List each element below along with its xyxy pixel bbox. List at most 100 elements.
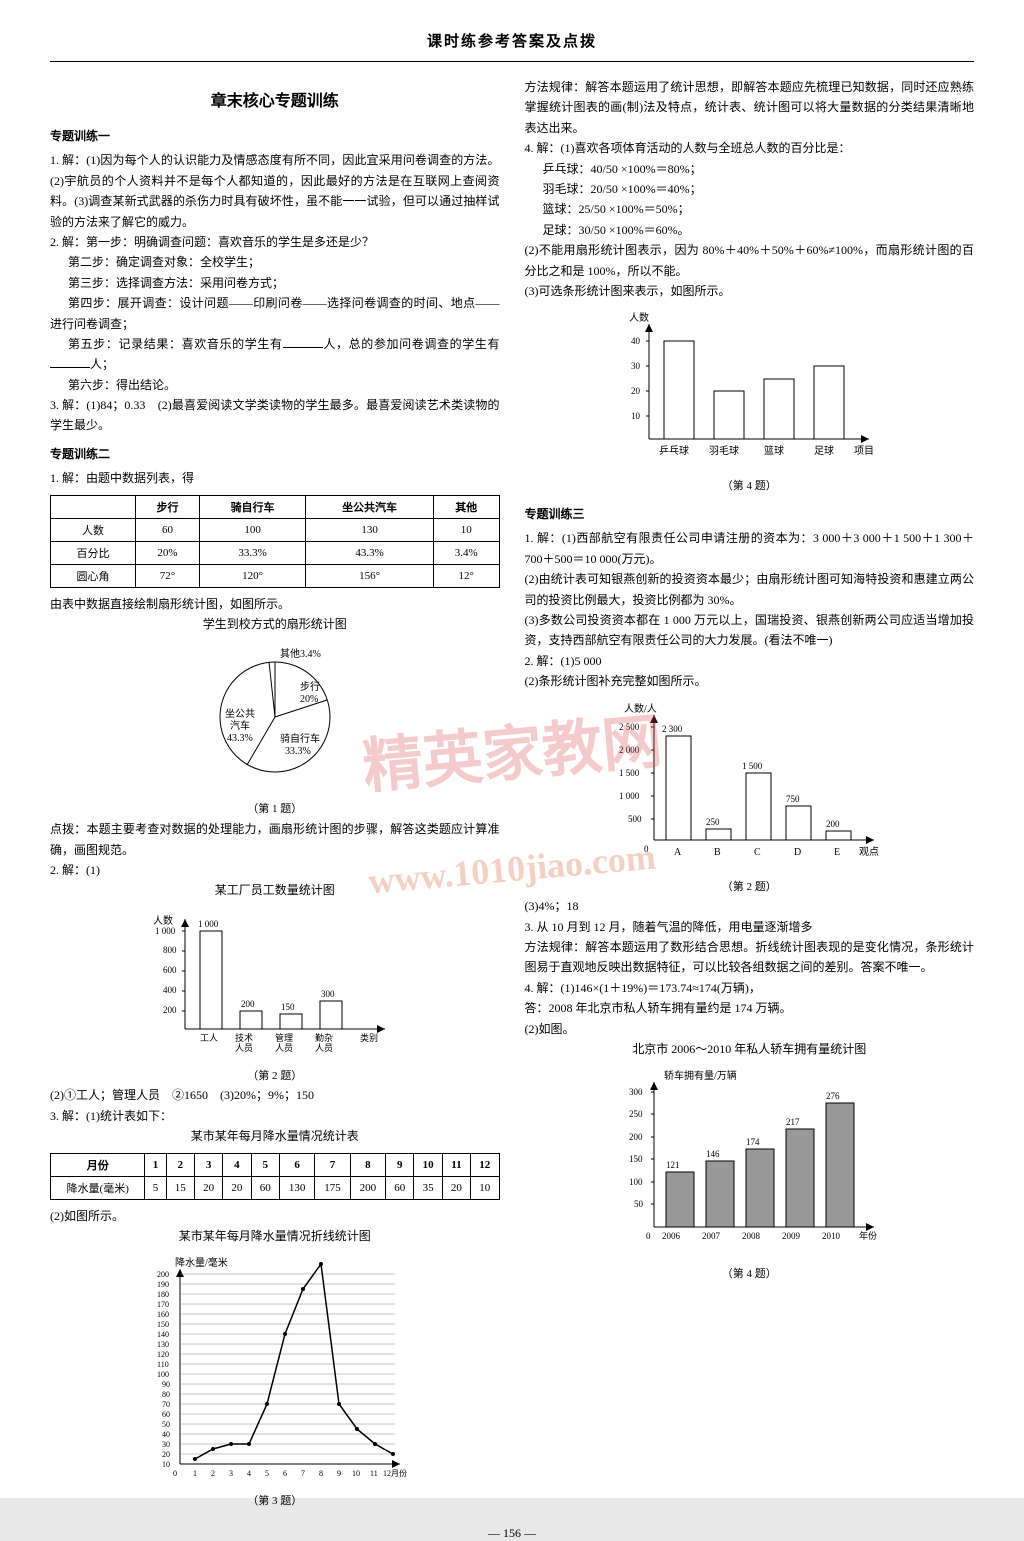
- line1-title: 某市某年每月降水量情况折线统计图: [50, 1226, 500, 1246]
- pie-svg: 步行 20% 骑自行车 33.3% 坐公共 汽车 43.3% 其他3.4%: [185, 642, 365, 792]
- svg-text:降水量/毫米: 降水量/毫米: [175, 1256, 228, 1269]
- svg-text:40: 40: [631, 336, 641, 346]
- svg-text:2007: 2007: [702, 1231, 721, 1241]
- q2d: 第四步：展开调查：设计问题——印刷问卷——选择问卷调查的时间、地点——进行问卷调…: [50, 293, 500, 334]
- svg-text:160: 160: [157, 1310, 169, 1319]
- svg-text:130: 130: [157, 1340, 169, 1349]
- svg-text:300: 300: [629, 1087, 643, 1097]
- section1-title: 专题训练一: [50, 126, 500, 146]
- s3-q4c: (2)如图。: [525, 1019, 975, 1039]
- header-divider: [50, 61, 974, 62]
- svg-text:类别: 类别: [360, 1032, 378, 1043]
- svg-text:0: 0: [644, 844, 649, 854]
- bar2-svg: 人数 40 30 20 10 乒乓球 羽毛球 篮球 足球: [609, 309, 889, 469]
- svg-text:150: 150: [157, 1320, 169, 1329]
- table-row: 人数 60 100 130 10: [51, 518, 500, 541]
- q4: 4. 解：(1)喜欢各项体育活动的人数与全班总人数的百分比是：: [525, 138, 975, 158]
- th: [51, 495, 136, 518]
- td: 人数: [51, 518, 136, 541]
- bar4-svg: 轿车拥有量/万辆 300 250 200 150 100 50 0 121 14…: [604, 1067, 894, 1257]
- svg-text:坐公共: 坐公共: [225, 708, 255, 720]
- table1: 步行 骑自行车 坐公共汽车 其他 人数 60 100 130 10 百分比 20…: [50, 495, 500, 588]
- svg-text:人数/人: 人数/人: [624, 702, 657, 715]
- svg-text:20: 20: [631, 386, 641, 396]
- th: 8: [350, 1153, 385, 1176]
- svg-text:200: 200: [826, 819, 840, 829]
- s3-q3: 3. 从 10 月到 12 月，随着气温的降低，用电量逐渐增多: [525, 917, 975, 937]
- blank-2: [50, 367, 90, 368]
- svg-text:150: 150: [629, 1154, 643, 1164]
- svg-text:0: 0: [173, 1469, 177, 1478]
- bar3-caption: （第 2 题）: [525, 878, 975, 897]
- th: 月份: [51, 1153, 145, 1176]
- td: 20: [442, 1176, 470, 1199]
- svg-text:600: 600: [163, 965, 177, 975]
- svg-text:C: C: [754, 847, 761, 858]
- svg-text:勤杂: 勤杂: [315, 1032, 333, 1043]
- table-row: 步行 骑自行车 坐公共汽车 其他: [51, 495, 500, 518]
- svg-text:200: 200: [163, 1005, 177, 1015]
- s3-q4b: 答：2008 年北京市私人轿车拥有量约是 174 万辆。: [525, 998, 975, 1018]
- td: 72°: [136, 564, 200, 587]
- section2-title: 专题训练二: [50, 444, 500, 464]
- q2e-t1: 第五步：记录结果：喜欢音乐的学生有: [68, 337, 283, 351]
- eq4: 足球：30/50 ×100%＝60%。: [525, 220, 975, 240]
- svg-text:观点: 观点: [859, 846, 879, 858]
- svg-text:人员: 人员: [315, 1043, 333, 1053]
- td: 60: [386, 1176, 414, 1199]
- table2-title: 某市某年每月降水量情况统计表: [50, 1126, 500, 1146]
- td: 156°: [306, 564, 434, 587]
- pie-caption: （第 1 题）: [50, 800, 500, 819]
- svg-text:E: E: [834, 847, 840, 858]
- svg-text:43.3%: 43.3%: [227, 733, 253, 744]
- svg-text:人数: 人数: [629, 311, 649, 324]
- td: 35: [414, 1176, 442, 1199]
- th: 7: [315, 1153, 350, 1176]
- q2b: 第二步：确定调查对象：全校学生；: [50, 252, 500, 272]
- td: 3.4%: [433, 541, 499, 564]
- td: 百分比: [51, 541, 136, 564]
- q2-1: 2. 解：(1): [50, 860, 500, 880]
- t2-after: 由表中数据直接绘制扇形统计图，如图所示。: [50, 594, 500, 614]
- svg-text:篮球: 篮球: [764, 444, 784, 457]
- td: 5: [145, 1176, 166, 1199]
- svg-text:217: 217: [786, 1117, 800, 1127]
- td: 12°: [433, 564, 499, 587]
- svg-text:人员: 人员: [275, 1043, 293, 1053]
- svg-text:400: 400: [163, 985, 177, 995]
- td: 降水量(毫米): [51, 1176, 145, 1199]
- svg-text:管理: 管理: [275, 1032, 293, 1043]
- q2e-t2: 人，总的参加问卷调查的学生有: [323, 337, 500, 351]
- svg-text:200: 200: [629, 1132, 643, 1142]
- td: 60: [136, 518, 200, 541]
- bar3-chart: 人数/人 2 500 2 000 1 500 1 000 500 0 2 300…: [525, 700, 975, 870]
- bar2-chart: 人数 40 30 20 10 乒乓球 羽毛球 篮球 足球: [525, 309, 975, 469]
- svg-text:110: 110: [157, 1360, 169, 1369]
- svg-text:6: 6: [283, 1469, 287, 1478]
- svg-text:工人: 工人: [200, 1033, 218, 1043]
- th: 11: [442, 1153, 470, 1176]
- svg-text:2 300: 2 300: [662, 724, 683, 734]
- th: 5: [251, 1153, 279, 1176]
- svg-text:200: 200: [241, 999, 255, 1009]
- th: 12: [471, 1153, 499, 1176]
- td: 60: [251, 1176, 279, 1199]
- svg-text:20: 20: [162, 1450, 170, 1459]
- td: 20%: [136, 541, 200, 564]
- s3-q2c: (3)4%；18: [525, 896, 975, 916]
- td: 43.3%: [306, 541, 434, 564]
- q1-text: 1. 解：(1)因为每个人的认识能力及情感态度有所不同，因此宜采用问卷调查的方法…: [50, 150, 500, 232]
- right-intro: 方法规律：解答本题运用了统计思想，即解答本题应先梳理已知数据，同时还应熟练掌握统…: [525, 77, 975, 138]
- svg-text:11: 11: [370, 1469, 378, 1478]
- th: 10: [414, 1153, 442, 1176]
- page: 精英家教网 www.1010jiao.com 课时练参考答案及点拨 章末核心专题…: [0, 0, 1024, 1498]
- svg-text:80: 80: [162, 1390, 170, 1399]
- svg-text:汽车: 汽车: [230, 719, 250, 732]
- svg-text:其他3.4%: 其他3.4%: [280, 647, 321, 660]
- svg-text:60: 60: [162, 1410, 170, 1419]
- td: 175: [315, 1176, 350, 1199]
- svg-text:250: 250: [629, 1109, 643, 1119]
- svg-text:骑自行车: 骑自行车: [280, 732, 320, 745]
- main-title: 章末核心专题训练: [50, 87, 500, 111]
- svg-text:2008: 2008: [742, 1231, 761, 1241]
